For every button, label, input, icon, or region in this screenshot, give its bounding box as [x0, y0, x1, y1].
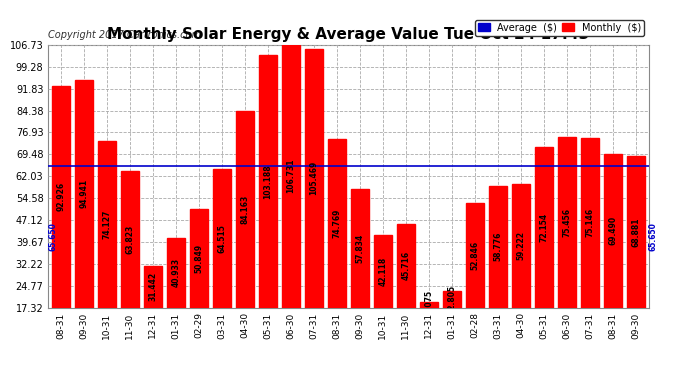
Bar	[420, 302, 438, 307]
Bar	[282, 45, 300, 308]
Bar	[213, 169, 231, 308]
Bar	[190, 209, 208, 308]
Bar	[166, 238, 186, 308]
Text: 22.805: 22.805	[447, 285, 457, 314]
Bar	[121, 171, 139, 308]
Text: 64.515: 64.515	[217, 224, 226, 253]
Bar	[558, 137, 576, 308]
Text: 75.146: 75.146	[585, 208, 595, 237]
Text: 31.442: 31.442	[148, 272, 157, 302]
Legend: Average  ($), Monthly  ($): Average ($), Monthly ($)	[475, 20, 644, 36]
Text: 59.222: 59.222	[516, 231, 526, 261]
Text: 72.154: 72.154	[540, 213, 549, 242]
Bar	[511, 184, 531, 308]
Text: 103.188: 103.188	[264, 164, 273, 199]
Text: 65.650: 65.650	[649, 222, 658, 251]
Text: 106.731: 106.731	[286, 159, 295, 194]
Text: 50.849: 50.849	[195, 244, 204, 273]
Bar	[52, 86, 70, 308]
Bar	[489, 186, 507, 308]
Bar	[328, 139, 346, 308]
Text: 84.163: 84.163	[240, 195, 250, 224]
Text: 45.716: 45.716	[402, 251, 411, 280]
Text: 65.650: 65.650	[48, 222, 57, 251]
Bar	[627, 156, 645, 308]
Text: 40.933: 40.933	[171, 258, 181, 287]
Text: 94.941: 94.941	[79, 179, 88, 208]
Bar	[304, 49, 324, 308]
Text: 58.776: 58.776	[493, 232, 502, 261]
Bar	[235, 111, 255, 308]
Text: 69.490: 69.490	[609, 216, 618, 246]
Bar	[259, 56, 277, 308]
Text: 42.118: 42.118	[378, 256, 388, 286]
Text: 75.456: 75.456	[562, 208, 571, 237]
Text: 105.469: 105.469	[309, 161, 319, 195]
Bar	[535, 147, 553, 308]
Text: 57.834: 57.834	[355, 233, 364, 262]
Bar	[442, 291, 462, 308]
Text: 63.823: 63.823	[126, 225, 135, 254]
Bar	[373, 235, 393, 308]
Bar	[97, 141, 117, 308]
Title: Monthly Solar Energy & Average Value Tue Oct 24 17:43: Monthly Solar Energy & Average Value Tue…	[108, 27, 589, 42]
Text: 74.769: 74.769	[333, 209, 342, 238]
Bar	[75, 80, 93, 308]
Bar	[466, 203, 484, 308]
Text: Copyright 2017 Cartronics.com: Copyright 2017 Cartronics.com	[48, 30, 201, 40]
Bar	[351, 189, 369, 308]
Text: 19.075: 19.075	[424, 290, 433, 320]
Text: 92.926: 92.926	[57, 182, 66, 211]
Text: 74.127: 74.127	[102, 209, 112, 239]
Bar	[604, 154, 622, 308]
Bar	[397, 224, 415, 308]
Text: 52.846: 52.846	[471, 241, 480, 270]
Bar	[580, 138, 600, 308]
Bar	[144, 266, 162, 308]
Text: 68.881: 68.881	[631, 217, 640, 246]
